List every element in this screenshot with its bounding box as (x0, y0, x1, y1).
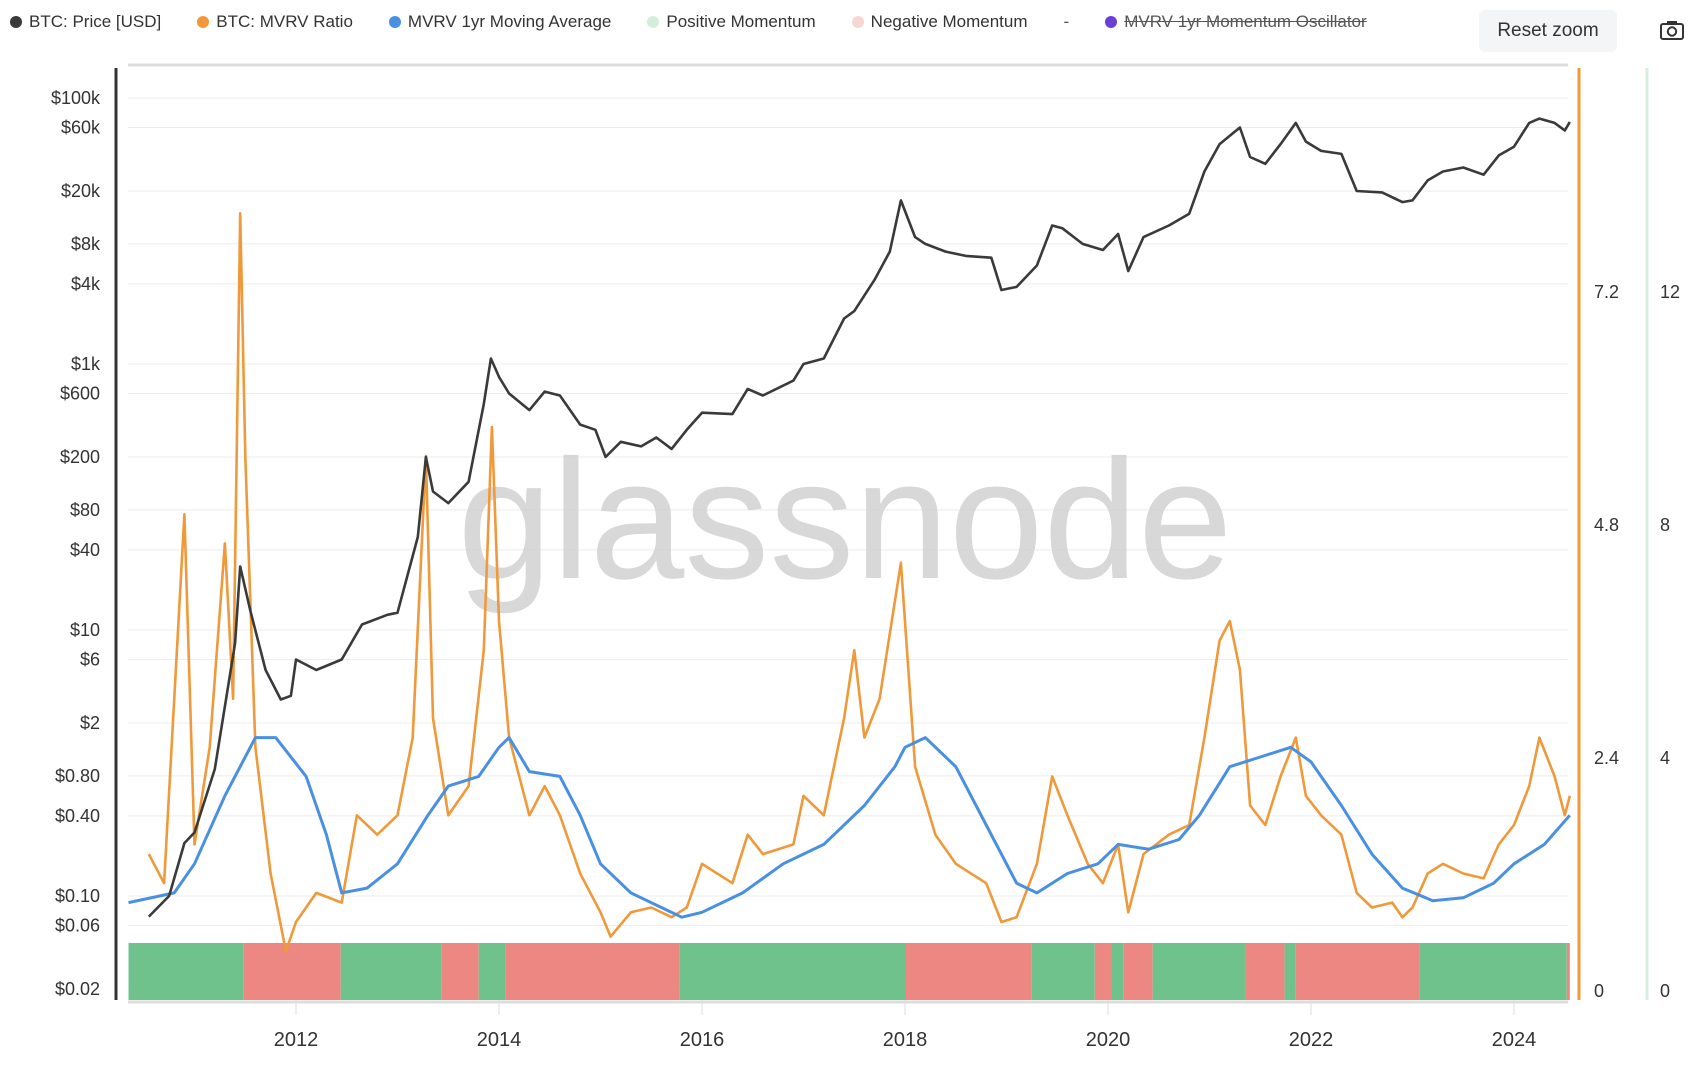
positive-momentum-band (1419, 943, 1567, 1000)
legend: BTC: Price [USD] BTC: MVRV Ratio MVRV 1y… (10, 12, 1403, 32)
x-tick-label: 2018 (883, 1029, 928, 1051)
x-tick-label: 2012 (274, 1029, 319, 1051)
negative-momentum-band (1094, 943, 1112, 1000)
positive-momentum-band (478, 943, 506, 1000)
camera-icon[interactable] (1660, 20, 1684, 40)
y-left-tick-label: $2 (80, 713, 100, 733)
negative-momentum-band (1295, 943, 1420, 1000)
watermark: glassnode (457, 425, 1232, 615)
y-right-mvrv-tick-label: 4.8 (1594, 515, 1619, 535)
y-right-oscillator-tick-label: 4 (1660, 748, 1670, 768)
legend-dot-icon (388, 16, 401, 28)
y-left-tick-label: $8k (71, 234, 101, 254)
x-tick-label: 2014 (477, 1029, 522, 1051)
negative-momentum-band (1123, 943, 1153, 1000)
momentum-bands (128, 943, 1570, 1000)
mvrv-ratio-line (147, 212, 1572, 953)
positive-momentum-band (1031, 943, 1095, 1000)
positive-momentum-band (1152, 943, 1246, 1000)
legend-dot-icon (197, 16, 210, 28)
negative-momentum-band (905, 943, 1032, 1000)
legend-item-negative-momentum[interactable]: Negative Momentum (851, 12, 1028, 32)
x-tick-label: 2022 (1289, 1029, 1334, 1051)
y-left-tick-label: $100k (51, 88, 101, 108)
reset-zoom-button[interactable]: Reset zoom (1479, 10, 1617, 52)
axes: $100k$60k$20k$8k$4k$1k$600$200$80$40$10$… (51, 68, 1680, 1051)
negative-momentum-band (441, 943, 479, 1000)
legend-item-mvrv-ma[interactable]: MVRV 1yr Moving Average (388, 12, 611, 32)
y-left-tick-label: $20k (61, 181, 101, 201)
y-left-tick-label: $4k (71, 274, 101, 294)
positive-momentum-band (679, 943, 905, 1000)
y-right-mvrv-tick-label: 7.2 (1594, 282, 1619, 302)
y-left-tick-label: $0.80 (55, 766, 100, 786)
y-left-tick-label: $0.06 (55, 916, 100, 936)
x-tick-label: 2016 (680, 1029, 725, 1051)
y-left-tick-label: $0.40 (55, 806, 100, 826)
y-right-oscillator-tick-label: 12 (1660, 282, 1680, 302)
legend-dot-icon (1105, 16, 1118, 28)
y-right-mvrv-tick-label: 0 (1594, 981, 1604, 1001)
mvrv-ma-line (128, 736, 1571, 919)
y-left-tick-label: $10 (70, 620, 100, 640)
y-left-tick-label: $40 (70, 540, 100, 560)
y-left-tick-label: $0.02 (55, 979, 100, 999)
positive-momentum-band (1284, 943, 1296, 1000)
y-right-oscillator-tick-label: 8 (1660, 515, 1670, 535)
y-left-tick-label: $600 (60, 384, 100, 404)
positive-momentum-band (128, 943, 244, 1000)
x-tick-label: 2024 (1492, 1029, 1537, 1051)
legend-separator: - (1063, 12, 1070, 31)
legend-dot-icon (647, 16, 660, 28)
y-right-oscillator-tick-label: 0 (1660, 981, 1670, 1001)
negative-momentum-band (1566, 943, 1570, 1000)
y-left-tick-label: $1k (71, 354, 101, 374)
legend-item-btc-price[interactable]: BTC: Price [USD] (10, 12, 161, 32)
legend-item-mvrv-ratio[interactable]: BTC: MVRV Ratio (197, 12, 353, 32)
y-left-tick-label: $60k (61, 118, 101, 138)
negative-momentum-band (243, 943, 341, 1000)
y-left-tick-label: $200 (60, 447, 100, 467)
positive-momentum-band (1111, 943, 1124, 1000)
legend-item-momentum-oscillator[interactable]: MVRV 1yr Momentum Oscillator (1105, 12, 1367, 32)
negative-momentum-band (505, 943, 680, 1000)
legend-dot-icon (851, 16, 864, 28)
legend-item-positive-momentum[interactable]: Positive Momentum (647, 12, 816, 32)
legend-dot-icon (10, 16, 22, 28)
y-left-tick-label: $6 (80, 650, 100, 670)
btc-price-line (147, 117, 1571, 918)
y-right-mvrv-tick-label: 2.4 (1594, 748, 1619, 768)
y-left-tick-label: $0.10 (55, 886, 100, 906)
y-left-tick-label: $80 (70, 500, 100, 520)
negative-momentum-band (1245, 943, 1285, 1000)
series-lines (128, 117, 1572, 953)
x-tick-label: 2020 (1086, 1029, 1131, 1051)
positive-momentum-band (340, 943, 442, 1000)
